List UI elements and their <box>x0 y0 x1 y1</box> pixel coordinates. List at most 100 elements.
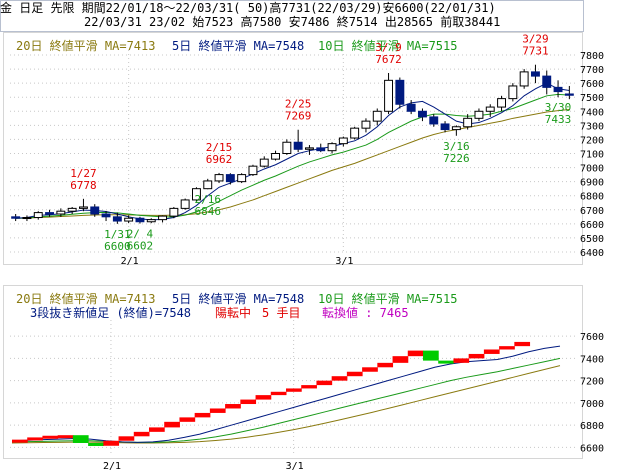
candle-body <box>45 212 55 215</box>
line-break-brick <box>12 439 28 443</box>
ma5-line <box>15 82 570 221</box>
candle-body <box>90 206 100 215</box>
y-tick-label: 6600 <box>580 443 604 454</box>
y-tick-label: 6800 <box>580 421 604 432</box>
trend-count: 5 手目 <box>262 306 301 320</box>
line-break-brick <box>194 412 211 418</box>
candle-body <box>214 174 224 182</box>
candle-body <box>124 217 134 222</box>
candle-body <box>259 158 269 167</box>
legend-ma20: 20日 終値平滑 MA=7413 <box>16 39 156 53</box>
y-tick-label: 7000 <box>580 164 604 175</box>
low-annotation-date: 1/31 <box>104 228 131 241</box>
legend-ma5: 5日 終値平滑 MA=7548 <box>172 39 305 53</box>
line-break-brick <box>255 395 272 400</box>
y-tick-label: 6600 <box>580 220 604 231</box>
header-box <box>0 0 584 32</box>
candle-body <box>530 71 540 77</box>
line-break-brick <box>346 371 363 377</box>
y-tick-label: 7200 <box>580 135 604 146</box>
high-annotation-date: 2/25 <box>285 98 312 111</box>
candle-body <box>78 206 88 209</box>
candle-body <box>474 110 484 119</box>
y-tick-label: 7400 <box>580 354 604 365</box>
high-annotation-value: 6962 <box>206 153 233 166</box>
x-tick-label: 3/1 <box>286 461 304 472</box>
line-break-brick <box>453 358 470 363</box>
x-tick-label: 2/1 <box>121 256 139 267</box>
legend-ma10: 10日 終値平滑 MA=7515 <box>318 39 458 53</box>
y-tick-label: 6400 <box>580 248 604 259</box>
candle-body <box>406 103 416 112</box>
y-tick-label: 7300 <box>580 121 604 132</box>
line-break-brick <box>164 421 180 428</box>
candle-body <box>169 207 179 217</box>
low-annotation-value: 6600 <box>104 240 131 253</box>
candle-body <box>158 215 168 221</box>
candle-body <box>440 123 450 131</box>
header-latest-bar-line: 22/03/31 23/02 始7523 高7580 安7486 終7514 出… <box>84 15 501 29</box>
line-break-brick <box>362 367 378 372</box>
high-annotation-date: 3/29 <box>522 33 549 46</box>
candle-body <box>135 217 145 223</box>
line-break-brick <box>483 349 500 354</box>
low-annotation-value: 6846 <box>195 205 222 218</box>
line-break-brick <box>57 435 74 439</box>
header-period-line: 金 日足 先限 期間22/01/18～22/03/31( 50)高7731(22… <box>0 1 496 15</box>
high-annotation-value: 7672 <box>375 53 402 66</box>
y-tick-label: 7000 <box>580 399 604 410</box>
low-annotation-value: 7433 <box>545 113 572 126</box>
line-break-brick <box>88 442 104 446</box>
line-break-brick <box>423 350 439 361</box>
candle-body <box>203 180 213 190</box>
ma20-line <box>11 365 561 444</box>
candle-body <box>146 219 156 223</box>
candle-body <box>304 147 314 150</box>
high-annotation-date: 1/27 <box>70 167 97 180</box>
line-break-brick <box>27 437 43 441</box>
y-tick-label: 6500 <box>580 234 604 245</box>
line-break-brick <box>240 399 257 405</box>
candle-body <box>372 110 382 122</box>
y-tick-label: 6700 <box>580 206 604 217</box>
low-annotation-date: 2/16 <box>195 193 222 206</box>
y-tick-label: 7400 <box>580 107 604 118</box>
ma10-line <box>11 357 561 443</box>
candle-body <box>248 165 258 176</box>
line-break-brick <box>270 391 287 396</box>
candle-body <box>463 117 473 128</box>
high-annotation-value: 7731 <box>522 45 549 58</box>
candle-body <box>67 207 77 212</box>
high-annotation-value: 6778 <box>70 179 97 192</box>
high-annotation-date: 3/ 9 <box>375 41 402 54</box>
line-break-brick <box>331 376 348 381</box>
line-break-brick <box>407 350 424 357</box>
legend-bottom-ma20: 20日 終値平滑 MA=7413 <box>16 292 156 306</box>
candle-body <box>180 199 190 209</box>
candle-body <box>508 85 518 100</box>
low-annotation-value: 7226 <box>443 152 470 165</box>
candle-body <box>350 127 360 139</box>
low-annotation-value: 6602 <box>127 240 154 253</box>
candle-body <box>11 216 21 219</box>
line-break-brick <box>72 435 89 443</box>
y-tick-label: 6800 <box>580 192 604 203</box>
line-break-brick <box>118 436 135 441</box>
candle-body <box>564 93 574 96</box>
y-tick-label: 6900 <box>580 178 604 189</box>
candle-body <box>327 143 337 152</box>
high-annotation-value: 7269 <box>285 110 312 123</box>
candle-body <box>338 137 348 145</box>
y-tick-label: 7600 <box>580 332 604 343</box>
line-break-brick <box>468 353 485 359</box>
candle-body <box>497 98 507 108</box>
line-break-brick <box>301 385 317 389</box>
candle-body <box>191 188 201 201</box>
low-annotation-date: 3/16 <box>443 140 470 153</box>
line-break-brick <box>103 440 120 446</box>
candle-body <box>384 79 394 112</box>
candlestick-panel <box>3 32 583 265</box>
line-break-brick <box>438 360 454 364</box>
candle-body <box>112 216 122 222</box>
